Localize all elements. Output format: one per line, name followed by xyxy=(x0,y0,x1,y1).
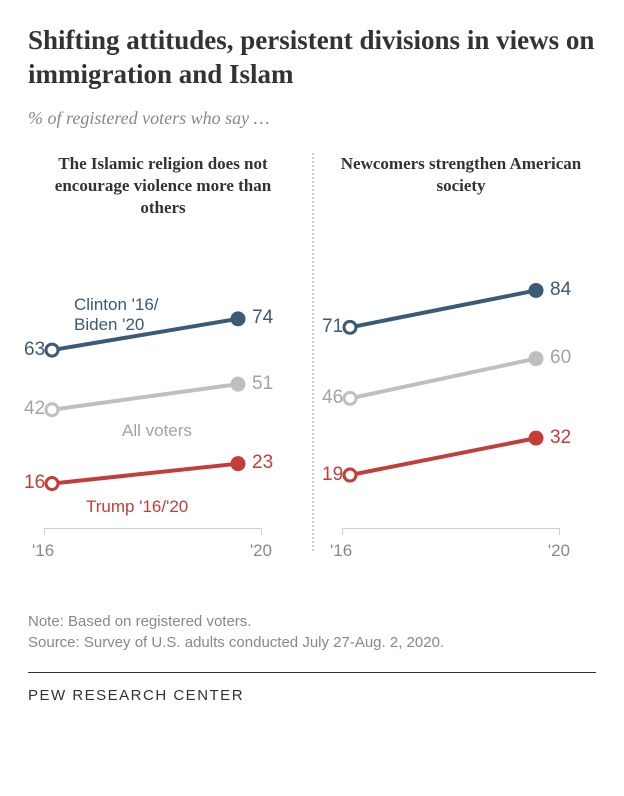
value-label: 19 xyxy=(322,464,343,486)
x-tick-right xyxy=(261,529,262,535)
value-label: 32 xyxy=(550,427,571,449)
x-label-end: '20 xyxy=(250,541,272,561)
panel-right-plot: '16 '20 718446601932 xyxy=(326,235,596,565)
value-label: 60 xyxy=(550,347,571,369)
value-label: 71 xyxy=(322,316,343,338)
series-label-dem: Clinton '16/Biden '20 xyxy=(74,295,159,336)
charts-container: The Islamic religion does not encourage … xyxy=(28,153,596,591)
source-text: Source: Survey of U.S. adults conducted … xyxy=(28,632,596,654)
x-label-end: '20 xyxy=(548,541,570,561)
x-tick-left xyxy=(44,529,45,535)
x-axis-line xyxy=(342,528,560,529)
panel-right-title: Newcomers strengthen American society xyxy=(326,153,596,225)
value-label: 46 xyxy=(322,387,343,409)
x-axis-line xyxy=(44,528,262,529)
note-text: Note: Based on registered voters. xyxy=(28,611,596,633)
value-label: 16 xyxy=(24,472,45,494)
panel-left-plot: '16 '20 637442511623Clinton '16/Biden '2… xyxy=(28,235,298,565)
value-label: 42 xyxy=(24,398,45,420)
panel-left-title: The Islamic religion does not encourage … xyxy=(28,153,298,225)
x-label-start: '16 xyxy=(330,541,352,561)
panel-left: The Islamic religion does not encourage … xyxy=(28,153,312,591)
value-label: 63 xyxy=(24,339,45,361)
x-tick-right xyxy=(559,529,560,535)
chart-title: Shifting attitudes, persistent divisions… xyxy=(28,24,596,92)
value-label: 74 xyxy=(252,307,273,329)
footer-notes: Note: Based on registered voters. Source… xyxy=(28,611,596,674)
chart-subtitle: % of registered voters who say … xyxy=(28,108,596,129)
series-label-all: All voters xyxy=(122,421,192,441)
logo-text: PEW RESEARCH CENTER xyxy=(28,687,596,704)
value-label: 84 xyxy=(550,279,571,301)
series-label-rep: Trump '16/'20 xyxy=(86,497,188,517)
value-label: 23 xyxy=(252,452,273,474)
x-label-start: '16 xyxy=(32,541,54,561)
panel-right: Newcomers strengthen American society '1… xyxy=(312,153,596,591)
x-tick-left xyxy=(342,529,343,535)
value-label: 51 xyxy=(252,373,273,395)
